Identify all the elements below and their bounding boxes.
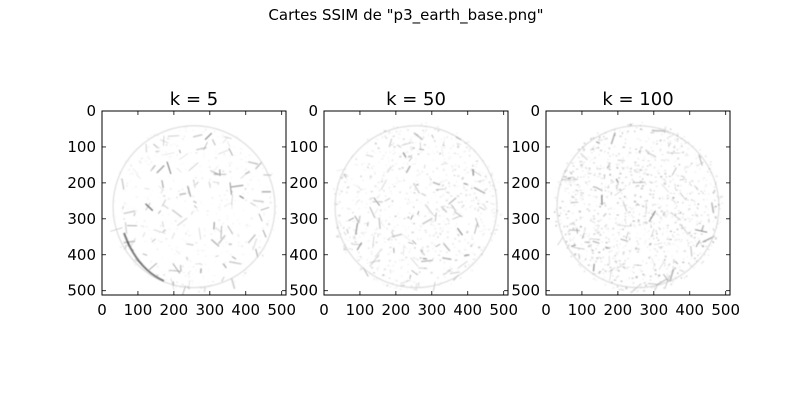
x-tick-label: 300 bbox=[195, 301, 224, 319]
y-tick-label: 0 bbox=[308, 102, 318, 120]
panel-frame bbox=[545, 110, 731, 296]
x-tick-label: 0 bbox=[319, 301, 329, 319]
y-tick-label: 0 bbox=[530, 102, 540, 120]
x-tick-label: 0 bbox=[541, 301, 551, 319]
panel-frame bbox=[101, 110, 287, 296]
y-tick-label: 300 bbox=[511, 210, 540, 228]
x-tick-label: 500 bbox=[267, 301, 296, 319]
y-tick-label: 400 bbox=[67, 246, 96, 264]
y-tick-label: 500 bbox=[289, 282, 318, 300]
x-tick-label: 400 bbox=[675, 301, 704, 319]
x-tick-label: 300 bbox=[417, 301, 446, 319]
panel-background bbox=[546, 111, 730, 295]
x-tick-label: 100 bbox=[346, 301, 375, 319]
y-tick-label: 300 bbox=[289, 210, 318, 228]
x-tick-label: 400 bbox=[453, 301, 482, 319]
y-tick-label: 200 bbox=[67, 174, 96, 192]
ssim-map-image bbox=[110, 125, 279, 295]
y-tick-label: 400 bbox=[511, 246, 540, 264]
x-tick-label: 300 bbox=[639, 301, 668, 319]
panel-title: k = 100 bbox=[602, 89, 673, 110]
y-tick-label: 200 bbox=[511, 174, 540, 192]
x-tick-label: 200 bbox=[382, 301, 411, 319]
y-tick-label: 300 bbox=[67, 210, 96, 228]
panel-title: k = 50 bbox=[386, 89, 446, 110]
y-tick-label: 0 bbox=[86, 102, 96, 120]
x-tick-label: 500 bbox=[489, 301, 518, 319]
y-tick-label: 200 bbox=[289, 174, 318, 192]
panel-title: k = 5 bbox=[170, 89, 218, 110]
y-tick-label: 100 bbox=[511, 138, 540, 156]
y-tick-label: 500 bbox=[511, 282, 540, 300]
y-tick-label: 100 bbox=[289, 138, 318, 156]
y-tick-label: 100 bbox=[67, 138, 96, 156]
x-tick-label: 100 bbox=[124, 301, 153, 319]
x-tick-label: 400 bbox=[231, 301, 260, 319]
x-tick-label: 0 bbox=[97, 301, 107, 319]
x-tick-label: 500 bbox=[711, 301, 740, 319]
panel-frame bbox=[323, 110, 509, 296]
panel-background bbox=[102, 111, 286, 295]
y-tick-label: 500 bbox=[67, 282, 96, 300]
y-tick-label: 400 bbox=[289, 246, 318, 264]
x-tick-label: 200 bbox=[604, 301, 633, 319]
x-tick-label: 100 bbox=[568, 301, 597, 319]
ssim-map-image bbox=[554, 121, 724, 294]
figure-suptitle: Cartes SSIM de "p3_earth_base.png" bbox=[268, 6, 544, 24]
x-tick-label: 200 bbox=[160, 301, 189, 319]
ssim-map-image bbox=[333, 121, 503, 292]
